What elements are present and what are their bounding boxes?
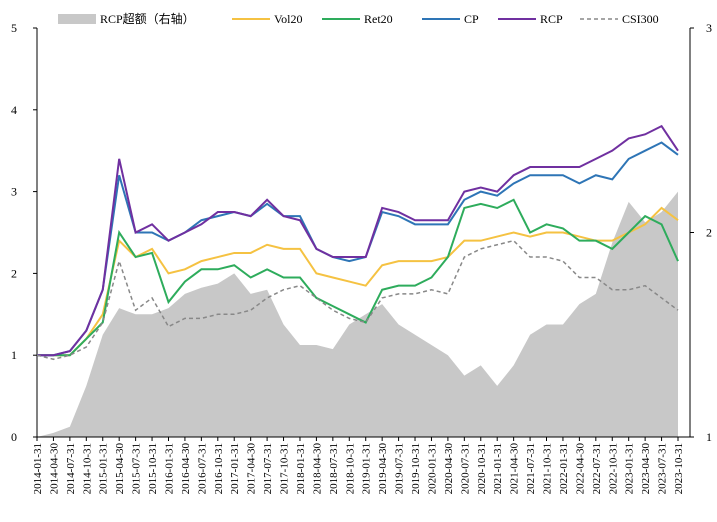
area: [37, 191, 678, 437]
x-tick-label: 2016-01-31: [163, 443, 175, 494]
x-tick-label: 2017-10-31: [279, 443, 291, 494]
x-tick-label: 2019-10-31: [410, 443, 422, 494]
x-tick-label: 2015-10-31: [147, 443, 159, 494]
x-tick-label: 2021-10-31: [542, 443, 554, 494]
x-tick-label: 2017-07-31: [262, 443, 274, 494]
y2-tick-label: 3: [706, 21, 712, 35]
x-tick-label: 2017-04-30: [246, 443, 258, 495]
legend-swatch: [58, 14, 96, 24]
y-tick-label: 3: [11, 185, 17, 199]
legend-label: RCP超额（右轴）: [100, 11, 195, 26]
x-tick-label: 2020-07-31: [459, 443, 471, 494]
legend-label: CP: [464, 12, 479, 26]
x-tick-label: 2022-07-31: [591, 443, 603, 494]
x-tick-label: 2016-10-31: [213, 443, 225, 494]
x-tick-label: 2021-04-30: [509, 443, 521, 495]
x-tick-label: 2015-01-31: [98, 443, 110, 494]
x-tick-label: 2021-07-31: [525, 443, 537, 494]
x-tick-label: 2022-01-31: [558, 443, 570, 494]
x-tick-label: 2022-04-30: [574, 443, 586, 495]
legend-label: Ret20: [364, 12, 393, 26]
x-tick-label: 2015-07-31: [131, 443, 143, 494]
x-tick-label: 2020-04-30: [443, 443, 455, 495]
x-tick-label: 2023-10-31: [673, 443, 685, 494]
y2-tick-label: 2: [706, 226, 712, 240]
x-tick-label: 2016-07-31: [196, 443, 208, 494]
x-tick-label: 2018-10-31: [344, 443, 356, 494]
x-tick-label: 2016-04-30: [180, 443, 192, 495]
x-tick-label: 2023-04-30: [640, 443, 652, 495]
legend-label: Vol20: [274, 12, 302, 26]
y-tick-label: 0: [11, 430, 17, 444]
legend-label: RCP: [540, 12, 563, 26]
y-tick-label: 5: [11, 21, 17, 35]
y2-tick-label: 1: [706, 430, 712, 444]
x-tick-label: 2014-10-31: [81, 443, 93, 494]
x-tick-label: 2014-07-31: [65, 443, 77, 494]
x-tick-label: 2020-01-31: [426, 443, 438, 494]
line: [37, 124, 679, 357]
x-tick-label: 2022-10-31: [607, 443, 619, 494]
x-tick-label: 2018-07-31: [328, 443, 340, 494]
x-tick-label: 2019-04-30: [377, 443, 389, 495]
x-tick-label: 2014-01-31: [32, 443, 44, 494]
x-tick-label: 2023-07-31: [657, 443, 669, 494]
line: [37, 141, 679, 357]
x-tick-label: 2014-04-30: [48, 443, 60, 495]
x-tick-label: 2018-01-31: [295, 443, 307, 494]
x-tick-label: 2018-04-30: [311, 443, 323, 495]
legend-label: CSI300: [622, 12, 659, 26]
y-tick-label: 2: [11, 266, 17, 280]
y-tick-label: 1: [11, 348, 17, 362]
x-tick-label: 2023-01-31: [624, 443, 636, 494]
x-tick-label: 2017-01-31: [229, 443, 241, 494]
x-tick-label: 2015-04-30: [114, 443, 126, 495]
x-tick-label: 2020-10-31: [476, 443, 488, 494]
x-tick-label: 2019-07-31: [394, 443, 406, 494]
line: [37, 198, 679, 357]
x-tick-label: 2021-01-31: [492, 443, 504, 494]
y-tick-label: 4: [11, 103, 17, 117]
x-tick-label: 2019-01-31: [361, 443, 373, 494]
